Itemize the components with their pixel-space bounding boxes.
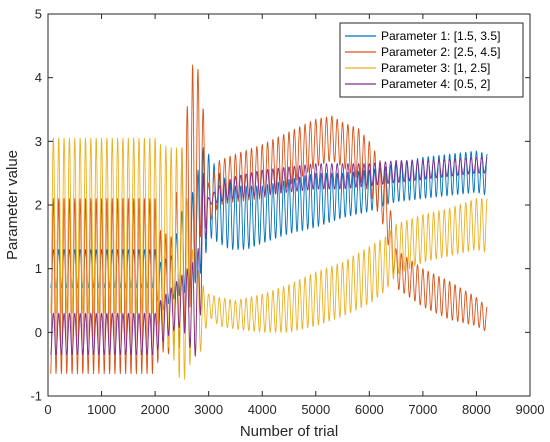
x-axis-title: Number of trial [240,423,338,440]
x-tick-label: 8000 [462,402,491,417]
x-tick-label: 4000 [248,402,277,417]
y-tick-label: 5 [35,7,42,22]
series-line-1 [50,147,488,311]
y-tick-label: 2 [35,198,42,213]
x-tick-label: 1000 [87,402,116,417]
legend-entry-label: Parameter 4: [0.5, 2] [381,77,490,91]
x-tick-label: 9000 [516,402,545,417]
legend-entry-label: Parameter 1: [1.5, 3.5] [381,29,500,43]
x-tick-label: 2000 [141,402,170,417]
y-tick-label: -1 [30,389,42,404]
legend-box [339,22,524,98]
x-tick-label: 3000 [194,402,223,417]
axes: 0 1000 2000 3000 4000 5000 6000 7000 8000 9000-10… [30,7,544,418]
legend: Parameter 1: [1.5, 3.5] Parameter 2: [2.5… [339,22,524,98]
x-tick-label: 7000 [408,402,437,417]
legend-entry-label: Parameter 3: [1, 2.5] [381,61,490,75]
x-tick-label: 6000 [355,402,384,417]
x-tick-label: 0 [44,402,51,417]
series-line-3 [50,137,488,380]
plot-area [50,64,488,380]
x-tick-label: 5000 [301,402,330,417]
series-line-4 [50,156,488,357]
y-tick-label: 1 [35,261,42,276]
y-axis-title: Parameter value [4,150,21,260]
y-tick-label: 3 [35,134,42,149]
y-tick-label: 0 [35,325,42,340]
series-line-2 [50,64,488,375]
legend-entry-label: Parameter 2: [2.5, 4.5] [381,45,500,59]
y-tick-label: 4 [35,70,42,85]
